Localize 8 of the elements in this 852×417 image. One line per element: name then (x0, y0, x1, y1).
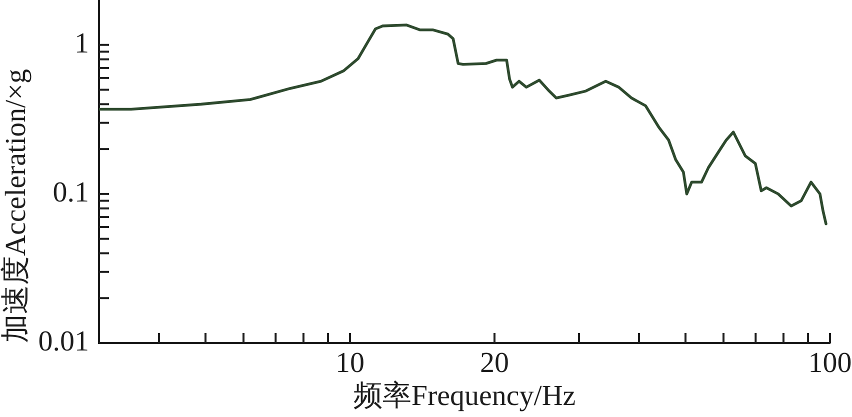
y-tick-label: 0.1 (52, 176, 89, 209)
x-tick-label: 100 (808, 347, 852, 380)
x-axis-title: 频率Frequency/Hz (353, 380, 576, 412)
x-tick-label: 10 (335, 347, 364, 380)
y-tick-label: 0.01 (38, 326, 89, 358)
x-tick-label: 20 (480, 347, 509, 380)
y-tick-label: 1 (74, 27, 89, 60)
y-axis-title: 加速度Acceleration/×g (0, 68, 32, 343)
